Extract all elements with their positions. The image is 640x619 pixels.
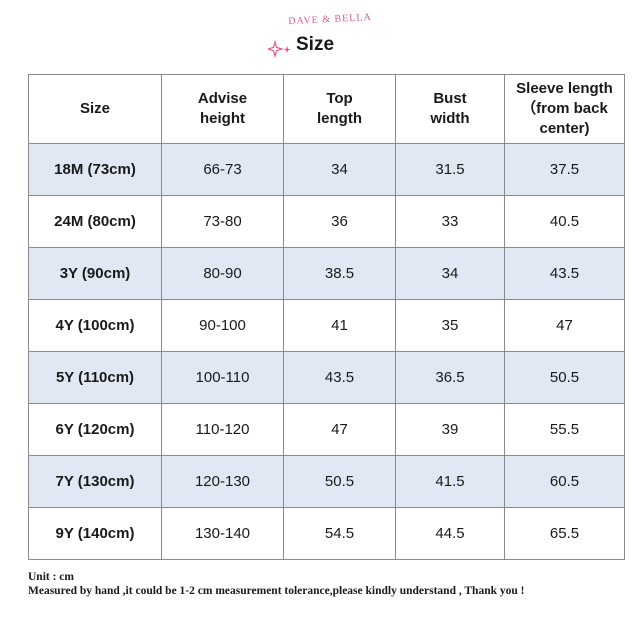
column-header-size: Size bbox=[28, 74, 162, 144]
page-header: DAVE & BELLA Size bbox=[0, 0, 640, 72]
column-header-advise-height: Advise height bbox=[161, 74, 284, 144]
table-cell: 34 bbox=[395, 247, 505, 300]
table-row: 24M (80cm) 73-80 36 33 40.5 bbox=[28, 195, 625, 248]
table-cell: 35 bbox=[395, 299, 505, 352]
table-cell: 100-110 bbox=[161, 351, 284, 404]
table-cell: 41.5 bbox=[395, 455, 505, 508]
column-header-sleeve-length: Sleeve length （from back center) bbox=[504, 74, 625, 144]
table-cell: 38.5 bbox=[283, 247, 396, 300]
sparkle-icon bbox=[268, 40, 291, 58]
table-row: 18M (73cm) 66-73 34 31.5 37.5 bbox=[28, 143, 625, 196]
table-cell: 36.5 bbox=[395, 351, 505, 404]
table-row: 6Y (120cm) 110-120 47 39 55.5 bbox=[28, 403, 625, 456]
brand-logo-text: DAVE & BELLA bbox=[288, 11, 372, 28]
table-cell: 110-120 bbox=[161, 403, 284, 456]
table-cell: 60.5 bbox=[504, 455, 625, 508]
table-cell: 36 bbox=[283, 195, 396, 248]
table-row: 4Y (100cm) 90-100 41 35 47 bbox=[28, 299, 625, 352]
size-table: Size Advise height Top length Bust width… bbox=[28, 74, 625, 560]
size-label-cell: 9Y (140cm) bbox=[28, 507, 162, 560]
table-cell: 41 bbox=[283, 299, 396, 352]
table-body: 18M (73cm) 66-73 34 31.5 37.5 24M (80cm) 73-80… bbox=[28, 143, 625, 560]
table-cell: 66-73 bbox=[161, 143, 284, 196]
table-cell: 54.5 bbox=[283, 507, 396, 560]
table-cell: 33 bbox=[395, 195, 505, 248]
table-cell: 55.5 bbox=[504, 403, 625, 456]
table-row: 5Y (110cm) 100-110 43.5 36.5 50.5 bbox=[28, 351, 625, 404]
table-cell: 39 bbox=[395, 403, 505, 456]
table-cell: 43.5 bbox=[504, 247, 625, 300]
table-cell: 34 bbox=[283, 143, 396, 196]
table-row: 7Y (130cm) 120-130 50.5 41.5 60.5 bbox=[28, 455, 625, 508]
unit-text: Unit : cm bbox=[28, 571, 74, 583]
table-cell: 50.5 bbox=[504, 351, 625, 404]
table-cell: 47 bbox=[504, 299, 625, 352]
table-cell: 90-100 bbox=[161, 299, 284, 352]
size-label-cell: 5Y (110cm) bbox=[28, 351, 162, 404]
table-cell: 40.5 bbox=[504, 195, 625, 248]
size-label-cell: 4Y (100cm) bbox=[28, 299, 162, 352]
table-header-row: Size Advise height Top length Bust width… bbox=[28, 74, 625, 144]
page-title: Size bbox=[296, 34, 335, 55]
table-cell: 65.5 bbox=[504, 507, 625, 560]
table-row: 9Y (140cm) 130-140 54.5 44.5 65.5 bbox=[28, 507, 625, 560]
size-label-cell: 18M (73cm) bbox=[28, 143, 162, 196]
table-cell: 130-140 bbox=[161, 507, 284, 560]
table-cell: 43.5 bbox=[283, 351, 396, 404]
table-cell: 47 bbox=[283, 403, 396, 456]
tolerance-text: Measured by hand ,it could be 1-2 cm mea… bbox=[28, 585, 525, 597]
size-label-cell: 3Y (90cm) bbox=[28, 247, 162, 300]
size-label-cell: 7Y (130cm) bbox=[28, 455, 162, 508]
size-label-cell: 24M (80cm) bbox=[28, 195, 162, 248]
column-header-bust-width: Bust width bbox=[395, 74, 505, 144]
table-cell: 37.5 bbox=[504, 143, 625, 196]
table-cell: 31.5 bbox=[395, 143, 505, 196]
column-header-top-length: Top length bbox=[283, 74, 396, 144]
table-cell: 73-80 bbox=[161, 195, 284, 248]
table-cell: 44.5 bbox=[395, 507, 505, 560]
footer-note: Unit : cm Measured by hand ,it could be … bbox=[28, 570, 638, 598]
table-cell: 50.5 bbox=[283, 455, 396, 508]
size-label-cell: 6Y (120cm) bbox=[28, 403, 162, 456]
table-cell: 120-130 bbox=[161, 455, 284, 508]
table-row: 3Y (90cm) 80-90 38.5 34 43.5 bbox=[28, 247, 625, 300]
table-cell: 80-90 bbox=[161, 247, 284, 300]
